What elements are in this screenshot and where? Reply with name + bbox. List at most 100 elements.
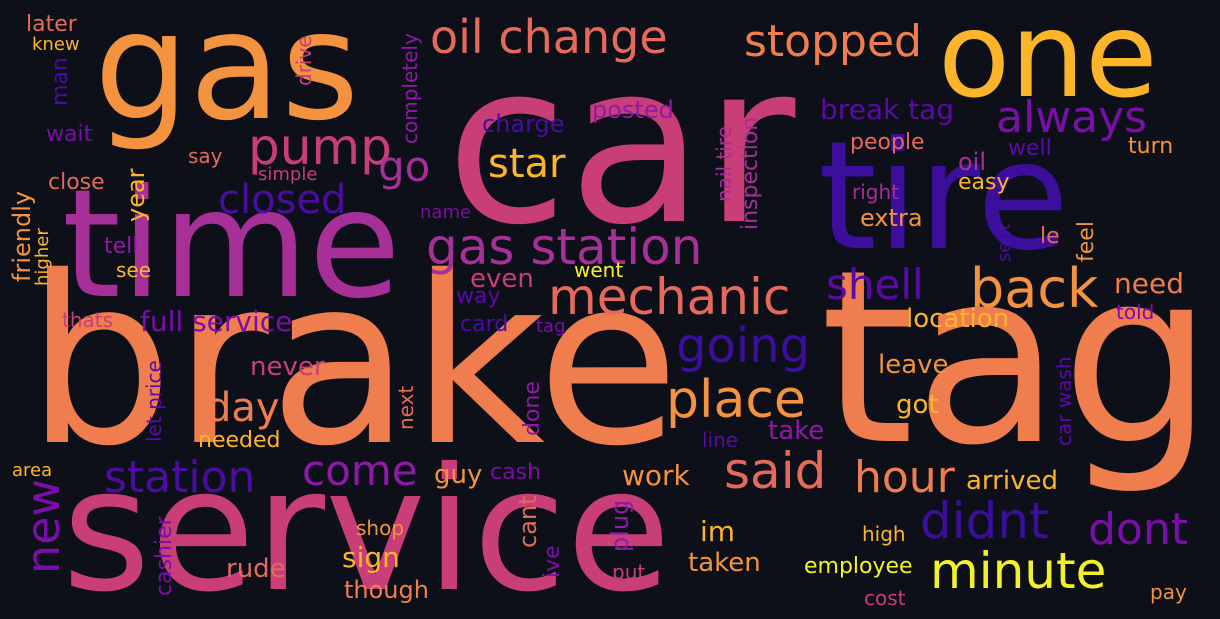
- word-though: though: [344, 576, 429, 604]
- word-year: year: [122, 168, 150, 222]
- word-needed: needed: [198, 428, 281, 453]
- word-gas: gas: [94, 0, 360, 154]
- word-higher: higher: [32, 228, 53, 286]
- word-hour: hour: [854, 452, 955, 503]
- word-mechanic: mechanic: [548, 268, 791, 326]
- word-put: put: [612, 560, 646, 584]
- word-minute: minute: [930, 542, 1107, 600]
- word-employee: employee: [804, 554, 913, 579]
- word-pump: pump: [248, 118, 392, 176]
- word-take: take: [768, 416, 825, 446]
- word-sign: sign: [342, 541, 400, 574]
- word-high: high: [862, 522, 906, 546]
- word-car: car: [446, 16, 796, 274]
- word-inspection: inspection: [738, 116, 763, 230]
- word-star: star: [488, 141, 566, 187]
- word-didnt: didnt: [920, 492, 1049, 550]
- word-knew: knew: [32, 34, 80, 55]
- word-simple: simple: [258, 164, 318, 185]
- word-place: place: [666, 370, 806, 430]
- word-thats: thats: [62, 308, 114, 332]
- word-feel: feel: [1074, 221, 1099, 262]
- word-brake: brake: [26, 227, 680, 497]
- word-ive: ive: [540, 545, 565, 578]
- word-way: way: [456, 284, 501, 309]
- word-wait: wait: [46, 122, 93, 147]
- word-day: day: [206, 385, 280, 431]
- word-say: say: [188, 144, 223, 168]
- word-name: name: [420, 202, 472, 223]
- word-guy: guy: [434, 460, 483, 490]
- word-said: said: [724, 442, 827, 500]
- word-cost: cost: [864, 586, 906, 610]
- word-nail-tire: nail tire: [712, 126, 736, 202]
- word-let-price: let price: [142, 360, 166, 442]
- word-see: see: [116, 258, 152, 282]
- word-done: done: [520, 381, 545, 436]
- word-location: location: [906, 304, 1010, 334]
- word-line: line: [702, 428, 739, 452]
- word-got: got: [896, 390, 939, 420]
- word-work: work: [622, 459, 690, 492]
- word-shell: shell: [826, 260, 924, 309]
- word-tire: tire: [818, 110, 1070, 284]
- word-card: card: [460, 312, 509, 337]
- word-posted: posted: [592, 96, 674, 124]
- word-later: later: [26, 12, 77, 37]
- word-one: one: [938, 0, 1158, 124]
- word-never: never: [250, 352, 325, 382]
- word-time: time: [62, 158, 401, 332]
- word-back: back: [970, 257, 1099, 320]
- word-cash: cash: [490, 460, 541, 485]
- word-dont: dont: [1088, 504, 1188, 555]
- word-charge: charge: [482, 110, 565, 138]
- word-extra: extra: [860, 204, 923, 232]
- word-shop: shop: [356, 516, 405, 540]
- word-man: man: [48, 57, 73, 106]
- word-closed: closed: [218, 177, 347, 223]
- word-right: right: [852, 180, 899, 204]
- word-pay: pay: [1150, 580, 1187, 604]
- word-sent: sent: [994, 223, 1015, 262]
- word-leave: leave: [878, 350, 949, 380]
- word-oil-change: oil change: [430, 10, 668, 64]
- word-went: went: [574, 258, 624, 282]
- word-completely: completely: [398, 33, 422, 144]
- word-always: always: [996, 92, 1148, 143]
- word-well: well: [1008, 136, 1052, 161]
- word-service: service: [62, 432, 671, 619]
- word-station: station: [104, 452, 256, 503]
- word-plug: plug: [606, 499, 634, 552]
- word-taken: taken: [688, 548, 761, 578]
- word-le: le: [1040, 224, 1060, 249]
- word-cant: cant: [514, 495, 542, 548]
- word-tag-small: tag: [536, 316, 566, 337]
- word-new: new: [16, 478, 70, 574]
- word-cashier: cashier: [152, 516, 177, 596]
- word-go: go: [378, 142, 431, 191]
- word-next: next: [394, 385, 418, 430]
- word-gas-station: gas station: [426, 218, 703, 276]
- word-arrived: arrived: [966, 466, 1058, 496]
- word-come: come: [302, 446, 418, 495]
- word-drive: drive: [292, 35, 316, 86]
- word-going: going: [676, 318, 811, 374]
- word-area: area: [12, 460, 53, 481]
- word-im: im: [700, 515, 736, 548]
- word-friendly: friendly: [8, 190, 36, 282]
- word-even: even: [470, 264, 534, 294]
- word-full-service: full service: [140, 305, 293, 338]
- word-turn: turn: [1128, 134, 1174, 159]
- word-close: close: [48, 170, 105, 195]
- word-tell: tell: [104, 234, 139, 259]
- word-told: told: [1116, 300, 1155, 324]
- word-easy: easy: [958, 170, 1010, 195]
- word-rude: rude: [226, 554, 286, 584]
- word-break-tag: break tag: [820, 93, 955, 126]
- word-tag: tag: [820, 218, 1214, 498]
- word-need: need: [1114, 267, 1184, 300]
- word-car-wash: car wash: [1052, 356, 1076, 446]
- word-people: people: [850, 130, 925, 155]
- word-oil: oil: [958, 148, 987, 176]
